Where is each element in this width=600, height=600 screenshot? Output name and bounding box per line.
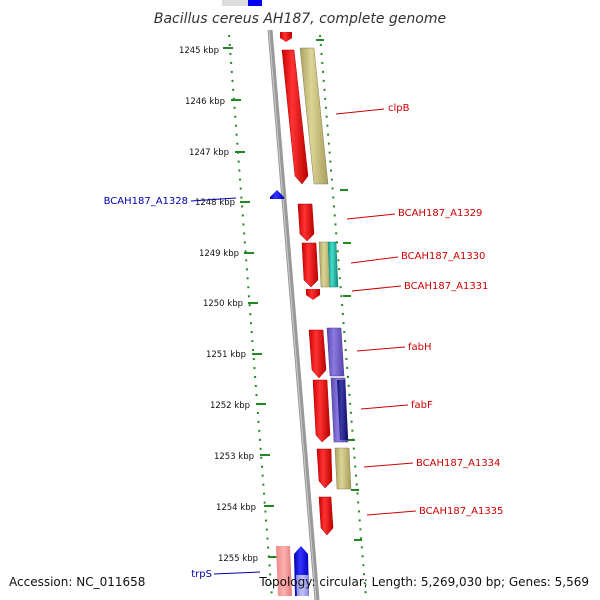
accession-text: Accession: NC_011658: [9, 575, 145, 589]
tick-label: 1247 kbp: [189, 148, 229, 158]
cds-arrow-fabh[interactable]: [308, 329, 327, 379]
leader-a1334: [363, 462, 414, 468]
gene-label-leaders: [190, 108, 417, 575]
cds-arrow-clpb[interactable]: [281, 49, 309, 185]
gene-label-bcah187-a1331[interactable]: BCAH187_A1331: [404, 281, 488, 292]
cds-arrow-bcah187-a1331[interactable]: [306, 289, 320, 300]
gene-label-bcah187-a1335[interactable]: BCAH187_A1335: [419, 506, 503, 517]
tick-label: 1249 kbp: [199, 249, 239, 259]
genome-summary-text: Topology: circular; Length: 5,269,030 bp…: [258, 575, 589, 589]
gene-label-fabf[interactable]: fabF: [411, 400, 433, 411]
feature-teal-a1330: [327, 241, 339, 288]
cds-arrow-top: [280, 32, 292, 42]
cds-arrow-bcah187-a1328[interactable]: [270, 190, 284, 199]
tick-label: 1248 kbp: [195, 198, 235, 208]
feature-purple-fabh: [326, 327, 345, 377]
gene-label-fabh[interactable]: fabH: [408, 342, 432, 353]
gene-label-bcah187-a1328[interactable]: BCAH187_A1328: [104, 196, 188, 207]
genome-backbone-highlight: [268, 29, 317, 600]
tick-label: 1253 kbp: [214, 452, 254, 462]
tick-label: 1252 kbp: [210, 401, 250, 411]
genome-backbone: [267, 29, 320, 600]
map-title: Bacillus cereus AH187, complete genome: [154, 11, 446, 27]
leader-a1330: [350, 256, 399, 264]
tick-label: 1250 kbp: [203, 299, 243, 309]
cds-arrow-bcah187-a1334[interactable]: [316, 448, 333, 489]
top-cutoff-reverse-cds: [248, 0, 262, 6]
feature-navy-fabf: [337, 380, 348, 440]
outer-scale-ticks: [316, 39, 362, 541]
tick-label: 1251 kbp: [206, 350, 246, 360]
feature-pink-bottom: [276, 546, 292, 596]
cds-arrow-bcah187-a1330[interactable]: [301, 242, 319, 288]
leader-trps: [213, 571, 261, 575]
gene-label-bcah187-a1329[interactable]: BCAH187_A1329: [398, 208, 482, 219]
cds-arrow-bcah187-a1335[interactable]: [318, 496, 334, 536]
feature-olive-a1334: [334, 447, 352, 490]
leader-fabf: [360, 404, 409, 410]
gene-label-bcah187-a1334[interactable]: BCAH187_A1334: [416, 458, 500, 469]
tick-label: 1246 kbp: [185, 97, 225, 107]
gene-label-clpb[interactable]: clpB: [388, 103, 410, 114]
top-cutoff-feature: [222, 0, 252, 6]
scale-ticks: 1245 kbp 1246 kbp 1247 kbp 1248 kbp 1249…: [179, 46, 278, 564]
tick-label: 1245 kbp: [179, 46, 219, 56]
tick-label: 1254 kbp: [216, 503, 256, 513]
leader-a1328: [190, 197, 237, 202]
gene-label-bcah187-a1330[interactable]: BCAH187_A1330: [401, 251, 485, 262]
feature-olive-clpb: [299, 47, 329, 185]
cds-arrow-bcah187-a1329[interactable]: [297, 203, 315, 242]
leader-a1331: [351, 285, 402, 292]
leader-a1329: [346, 213, 396, 220]
tick-label: 1255 kbp: [218, 554, 258, 564]
leader-clpb: [335, 108, 385, 115]
cds-arrow-fabf[interactable]: [312, 379, 331, 443]
leader-a1335: [366, 510, 417, 516]
leader-fabh: [356, 346, 406, 352]
gene-label-trps[interactable]: trpS: [191, 569, 212, 580]
feature-lightblue-bottom: [296, 575, 309, 596]
inner-track-guide: [228, 34, 273, 599]
